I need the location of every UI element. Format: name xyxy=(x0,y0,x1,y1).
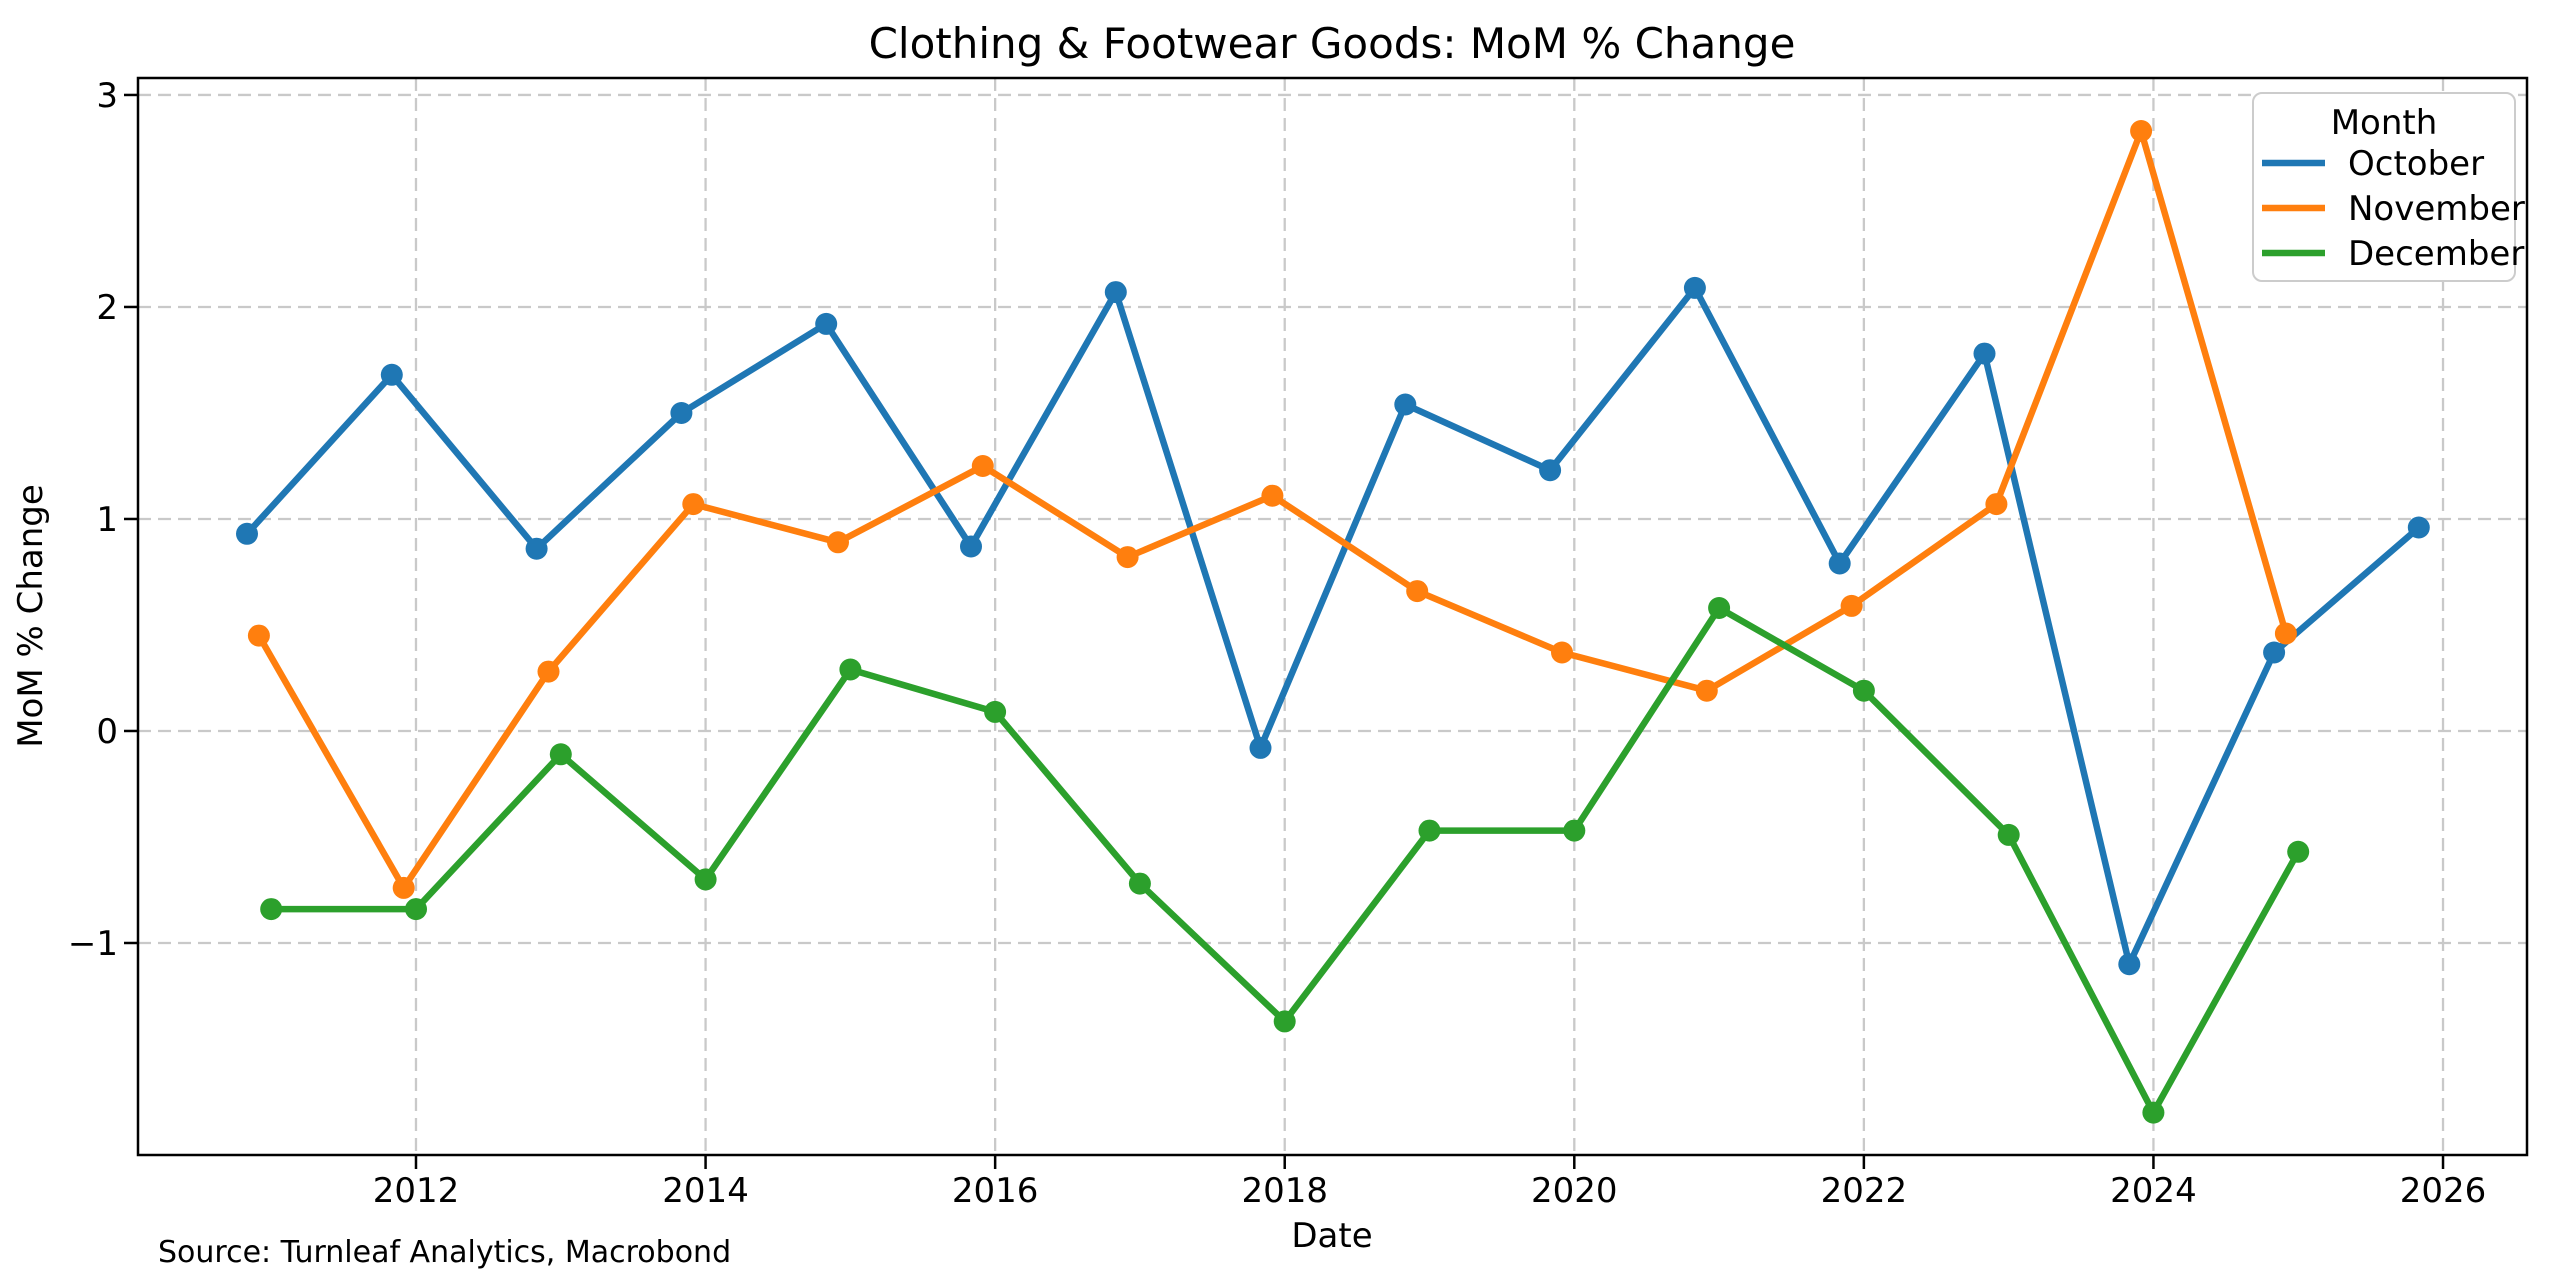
marker-november-2024 xyxy=(2274,622,2297,645)
source-note: Source: Turnleaf Analytics, Macrobond xyxy=(158,1235,731,1270)
legend-label-november: November xyxy=(2348,189,2525,229)
marker-october-2023 xyxy=(2118,953,2141,976)
marker-december-2013 xyxy=(694,868,717,891)
marker-december-2023 xyxy=(2142,1101,2165,1124)
marker-december-2016 xyxy=(1128,872,1151,895)
marker-december-2022 xyxy=(1997,823,2020,846)
x-tick-label-2016: 2016 xyxy=(952,1171,1039,1211)
x-tick-label-2022: 2022 xyxy=(1821,1171,1908,1211)
legend-title: Month xyxy=(2331,103,2438,143)
marker-december-2010 xyxy=(260,898,283,921)
marker-october-2024 xyxy=(2263,641,2286,664)
legend: Month October November December xyxy=(2252,92,2525,282)
series-november-line xyxy=(255,127,2290,892)
marker-october-2010 xyxy=(236,522,258,545)
marker-november-2022 xyxy=(1985,493,2008,516)
y-tick-label-2: 2 xyxy=(96,288,118,328)
marker-october-2019 xyxy=(1539,459,1562,482)
y-tick-label-1: 1 xyxy=(96,500,118,540)
marker-december-2015 xyxy=(984,700,1007,723)
axis-ticks: 2012 2014 2016 2018 2020 2022 2024 2026 −1 0 1 2 3 xyxy=(68,76,2486,1211)
y-tick-label-3: 3 xyxy=(96,76,118,116)
marker-october-2018 xyxy=(1394,393,1417,416)
chart-title: Clothing & Footwear Goods: MoM % Change xyxy=(869,19,1796,68)
marker-november-2013 xyxy=(682,493,705,516)
marker-october-2016 xyxy=(1104,281,1127,304)
legend-label-october: October xyxy=(2348,144,2484,184)
marker-october-2014 xyxy=(815,312,838,335)
marker-november-2020 xyxy=(1695,679,1718,702)
marker-november-2023 xyxy=(2130,120,2153,142)
axes-spines xyxy=(136,76,2529,1157)
x-tick-label-2018: 2018 xyxy=(1241,1171,1328,1211)
series-december xyxy=(260,597,2310,1124)
marker-december-2021 xyxy=(1852,679,1875,702)
marker-december-2020 xyxy=(1708,597,1731,619)
series-october xyxy=(236,276,2430,976)
x-axis-label: Date xyxy=(1291,1216,1372,1256)
chart-grid xyxy=(138,78,2527,1155)
legend-entries: October November December xyxy=(2262,144,2525,274)
marker-december-2017 xyxy=(1273,1010,1296,1033)
marker-november-2011 xyxy=(392,876,415,899)
x-tick-label-2024: 2024 xyxy=(2110,1171,2197,1211)
marker-november-2016 xyxy=(1116,546,1139,569)
marker-october-2025 xyxy=(2407,516,2430,539)
marker-october-2022 xyxy=(1973,342,1996,365)
legend-label-december: December xyxy=(2348,234,2524,274)
y-axis-label: MoM % Change xyxy=(11,484,51,748)
marker-october-2020 xyxy=(1683,276,1706,299)
marker-october-2021 xyxy=(1828,552,1851,575)
marker-december-2019 xyxy=(1563,819,1586,842)
legend-entry-october: October xyxy=(2262,144,2484,184)
marker-november-2019 xyxy=(1551,641,1573,664)
marker-december-2012 xyxy=(549,743,572,766)
marker-december-2014 xyxy=(839,658,862,681)
marker-october-2011 xyxy=(380,363,403,386)
y-tick-label--1: −1 xyxy=(68,924,118,964)
series-november xyxy=(247,120,2297,899)
marker-november-2021 xyxy=(1840,594,1863,617)
legend-entry-december: December xyxy=(2262,234,2524,274)
x-tick-label-2026: 2026 xyxy=(2400,1171,2487,1211)
y-tick-label-0: 0 xyxy=(96,712,118,752)
marker-november-2018 xyxy=(1406,580,1429,603)
x-tick-label-2012: 2012 xyxy=(373,1171,460,1211)
marker-november-2015 xyxy=(971,455,994,477)
marker-november-2012 xyxy=(537,660,560,683)
x-tick-label-2014: 2014 xyxy=(662,1171,749,1211)
marker-october-2013 xyxy=(670,402,693,424)
marker-december-2024 xyxy=(2287,840,2310,863)
marker-october-2012 xyxy=(525,537,548,560)
chart-series xyxy=(236,120,2430,1124)
marker-november-2017 xyxy=(1261,484,1284,507)
marker-october-2017 xyxy=(1249,736,1272,759)
x-tick-label-2020: 2020 xyxy=(1531,1171,1618,1211)
legend-box xyxy=(2252,92,2516,282)
marker-december-2011 xyxy=(405,898,427,921)
legend-entry-november: November xyxy=(2262,189,2525,229)
marker-november-2010 xyxy=(247,624,270,647)
marker-december-2018 xyxy=(1418,819,1441,842)
series-october-line xyxy=(243,284,2423,968)
marker-november-2014 xyxy=(827,531,849,554)
marker-october-2015 xyxy=(960,535,982,558)
